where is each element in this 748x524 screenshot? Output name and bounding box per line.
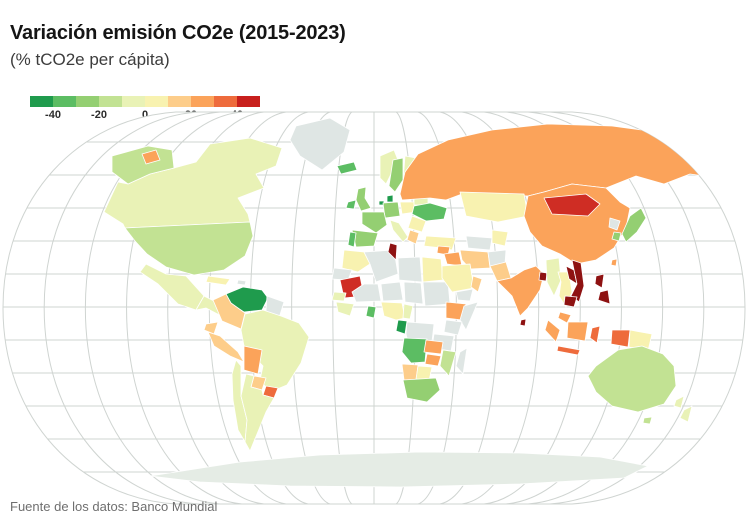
country-yemen <box>455 288 474 302</box>
countries-layer <box>103 117 731 488</box>
legend-color-segment <box>53 96 76 107</box>
country-myanmar <box>545 257 562 297</box>
country-sri-lanka <box>519 318 527 327</box>
country-portugal <box>347 231 357 248</box>
country-francia <box>361 211 388 234</box>
country-turkmenistan <box>465 235 493 251</box>
legend-color-segment <box>214 96 237 107</box>
country-angola <box>401 337 428 364</box>
source-attribution: Fuente de los datos: Banco Mundial <box>10 499 218 514</box>
country-niger <box>380 281 404 302</box>
legend-color-segment <box>145 96 168 107</box>
country-corea-del-norte <box>608 217 621 231</box>
country-filipinas <box>594 273 611 305</box>
legend-colorbar <box>30 96 260 107</box>
page-title: Variación emisión CO2e (2015-2023) <box>10 22 346 44</box>
legend-color-segment <box>76 96 99 107</box>
country-sudafrica <box>402 377 441 403</box>
country-japon <box>621 207 647 243</box>
world-map <box>2 111 746 505</box>
country-alemania <box>382 201 401 219</box>
country-bangladesh <box>538 271 548 282</box>
country-ucrania <box>411 202 448 222</box>
country-zimbabue <box>424 353 442 367</box>
country-arabia-saudita <box>441 263 475 293</box>
country-camerun <box>402 303 414 320</box>
country-la-espanola <box>236 279 247 286</box>
country-canada <box>103 137 283 229</box>
legend-tick: -20 <box>91 109 107 121</box>
country-guinea <box>335 301 355 317</box>
country-argentina <box>240 373 275 452</box>
country-mali <box>351 283 382 303</box>
country-dinamarca <box>386 194 394 203</box>
country-nueva-zelanda <box>673 395 693 423</box>
legend-color-segment <box>99 96 122 107</box>
legend-color-segment <box>191 96 214 107</box>
country-gabon <box>395 319 408 335</box>
country-marruecos <box>341 249 371 273</box>
antarctica <box>149 451 649 488</box>
country-uzbekistan <box>491 229 509 247</box>
country-irlanda <box>345 199 357 210</box>
country-italia <box>389 219 409 243</box>
legend-color-segment <box>237 96 260 107</box>
country-suecia <box>388 157 404 193</box>
country-tunez <box>387 242 398 261</box>
country-chukotka <box>141 149 161 165</box>
country-madagascar <box>455 347 468 375</box>
country-camboya <box>563 295 578 308</box>
country-mozambique <box>439 349 457 377</box>
country-indonesia <box>544 319 589 343</box>
page-subtitle: (% tCO2e per cápita) <box>10 50 170 69</box>
country-kenia <box>443 319 463 336</box>
country-somalia <box>459 301 479 331</box>
country-senegal <box>331 291 347 302</box>
legend-color-segment <box>168 96 191 107</box>
legend-color-segment <box>30 96 53 107</box>
country-australia <box>587 345 677 425</box>
country-reino-unido <box>355 186 372 212</box>
country-ghana <box>365 305 377 319</box>
country-cuba <box>205 275 231 286</box>
country-eeuu <box>124 221 254 276</box>
country-bolivia <box>243 345 263 375</box>
country-nigeria <box>380 301 406 321</box>
country-chad <box>403 281 424 305</box>
country-corea-del-sur <box>611 231 622 242</box>
legend-color-segment <box>122 96 145 107</box>
country-egipto <box>421 256 444 283</box>
country-irak <box>443 251 463 267</box>
legend-tick: -40 <box>45 109 61 121</box>
country-libia <box>397 256 423 283</box>
world-map-container <box>0 104 748 516</box>
country-rusia <box>399 123 731 201</box>
country-groenlandia <box>289 117 351 171</box>
country-indonesia-islas <box>556 325 631 356</box>
country-mongolia <box>543 193 601 217</box>
legend-tick: 0 <box>141 109 149 121</box>
country-colombia <box>212 293 246 330</box>
country-grecia <box>406 229 420 245</box>
country-taiwan <box>610 258 618 267</box>
country-espana <box>351 229 379 248</box>
country-rumania <box>407 215 427 233</box>
country-islandia <box>336 161 358 175</box>
country-oman <box>470 275 483 293</box>
country-kazajistan <box>459 191 529 223</box>
country-malasia <box>557 311 572 324</box>
country-zambia <box>423 339 444 355</box>
country-india <box>496 265 545 317</box>
